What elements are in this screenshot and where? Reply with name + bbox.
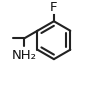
- Text: NH₂: NH₂: [12, 49, 37, 62]
- Text: F: F: [50, 1, 58, 14]
